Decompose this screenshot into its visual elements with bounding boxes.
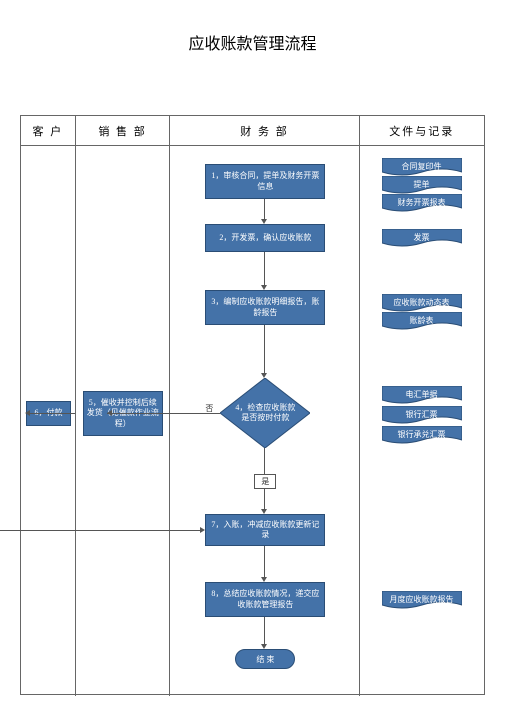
label-no: 否: [205, 403, 213, 414]
connector: [264, 489, 265, 511]
page-title: 应收账款管理流程: [0, 30, 505, 54]
node-step7: 7，入账，冲减应收账款更新记录: [205, 514, 325, 546]
node-step1: 1，审核合同，提单及财务开票信息: [205, 164, 325, 199]
doc-d2: 提单: [382, 176, 462, 194]
node-step4-text: 4，检查应收账款是否按时付款: [220, 378, 310, 448]
node-step2: 2，开发票，确认应收账款: [205, 224, 325, 252]
lane-sales: 5，催收并控制后续发货（见催款作业流程）: [76, 146, 171, 696]
doc-d10: 月度应收账款报告: [382, 591, 462, 609]
connector: [0, 530, 200, 531]
node-end: 结 束: [235, 649, 295, 669]
doc-shape: 财务开票报表: [382, 194, 462, 212]
swimlane-container: 客 户 销 售 部 财 务 部 文件与记录 6，付款 5，催收并控制后续发货（见…: [20, 115, 485, 695]
connector: [107, 413, 220, 414]
connector: [264, 325, 265, 375]
connector: [264, 617, 265, 646]
header-customer: 客 户: [21, 116, 76, 145]
arrow-icon: [200, 527, 205, 533]
header-finance: 财 务 部: [170, 116, 359, 145]
header-row: 客 户 销 售 部 财 务 部 文件与记录: [21, 116, 484, 146]
doc-d6: 账龄表: [382, 312, 462, 330]
lane-docs: 合同复印件 提单 财务开票报表 发票 应收账款动态表: [360, 146, 484, 696]
doc-shape: 银行承兑汇票: [382, 426, 462, 444]
doc-d4: 发票: [382, 229, 462, 247]
page: 应收账款管理流程 客 户 销 售 部 财 务 部 文件与记录 6，付款 5，催收…: [0, 0, 505, 714]
connector: [264, 252, 265, 287]
connector: [27, 413, 75, 414]
header-docs: 文件与记录: [360, 116, 484, 145]
arrow-icon: [25, 410, 30, 416]
header-sales: 销 售 部: [76, 116, 171, 145]
doc-shape: 银行汇票: [382, 406, 462, 424]
doc-shape: 月度应收账款报告: [382, 591, 462, 609]
connector: [264, 199, 265, 221]
label-yes: 是: [254, 474, 276, 489]
doc-shape: 账龄表: [382, 312, 462, 330]
doc-shape: 提单: [382, 176, 462, 194]
doc-d3: 财务开票报表: [382, 194, 462, 212]
doc-d5: 应收账款动态表: [382, 294, 462, 312]
node-step8: 8，总结应收账款情况，递交应收账款管理报告: [205, 582, 325, 617]
doc-d7: 电汇单据: [382, 386, 462, 404]
connector: [264, 448, 265, 474]
lane-customer: 6，付款: [21, 146, 76, 696]
node-step4: 4，检查应收账款是否按时付款: [220, 378, 310, 448]
doc-d9: 银行承兑汇票: [382, 426, 462, 444]
doc-shape: 应收账款动态表: [382, 294, 462, 312]
body-row: 6，付款 5，催收并控制后续发货（见催款作业流程） 1，审核合同，提单及财务开票…: [21, 146, 484, 696]
connector: [264, 546, 265, 579]
doc-shape: 电汇单据: [382, 386, 462, 404]
doc-d1: 合同复印件: [382, 158, 462, 176]
lane-finance: 1，审核合同，提单及财务开票信息 2，开发票，确认应收账款 3，编制应收账款明细…: [170, 146, 359, 696]
arrow-icon: [107, 410, 112, 416]
doc-d8: 银行汇票: [382, 406, 462, 424]
doc-shape: 发票: [382, 229, 462, 247]
node-step3: 3，编制应收账款明细报告，账龄报告: [205, 290, 325, 325]
doc-shape: 合同复印件: [382, 158, 462, 176]
